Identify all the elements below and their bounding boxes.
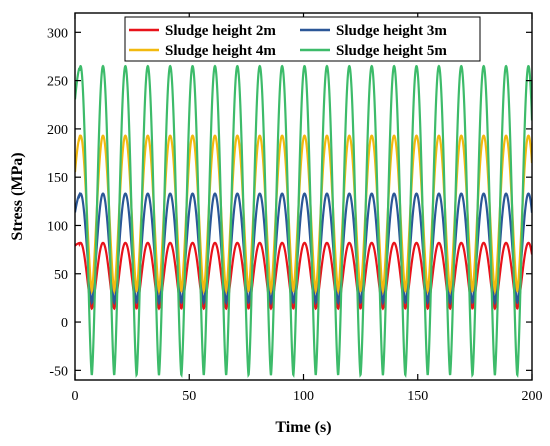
y-tick-label-3: 100: [47, 219, 68, 234]
series-line-1: [75, 191, 532, 306]
legend-label-3: Sludge height 5m: [336, 43, 447, 59]
legend-label-1: Sludge height 3m: [336, 23, 447, 39]
x-tick-label-3: 150: [407, 389, 428, 404]
y-tick-label-1: 0: [61, 316, 68, 331]
series-line-3: [75, 64, 532, 379]
x-tick-label-2: 100: [293, 389, 314, 404]
series-layer: [75, 64, 532, 379]
x-axis-title: Time (s): [275, 419, 331, 436]
y-tick-label-0: -50: [49, 364, 68, 379]
ticks-layer: 0 50 100 150 200 -50 0 50 100 150 200 250 300: [47, 13, 543, 404]
legend: Sludge height 2m Sludge height 3m Sludge h…: [124, 16, 481, 62]
y-tick-label-4: 150: [47, 171, 68, 186]
y-tick-label-7: 300: [47, 26, 68, 41]
y-tick-label-2: 50: [54, 268, 68, 283]
y-tick-label-5: 200: [47, 123, 68, 138]
y-tick-label-6: 250: [47, 75, 68, 90]
legend-items: Sludge height 2m Sludge height 3m Sludge h…: [129, 23, 447, 59]
x-tick-label-4: 200: [522, 389, 543, 404]
series-line-0: [75, 241, 532, 311]
y-axis-title: Stress (MPa): [9, 152, 26, 240]
x-tick-label-1: 50: [182, 389, 196, 404]
legend-label-0: Sludge height 2m: [165, 23, 276, 39]
x-tick-label-0: 0: [72, 389, 79, 404]
legend-label-2: Sludge height 4m: [165, 43, 276, 59]
legend-box: [124, 16, 481, 62]
